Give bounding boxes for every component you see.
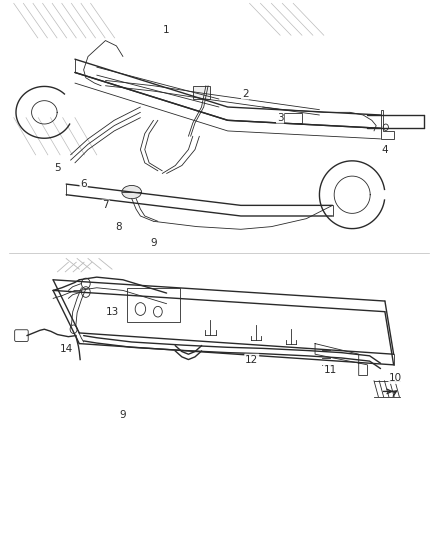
Text: 14: 14 — [60, 344, 73, 354]
FancyBboxPatch shape — [127, 288, 180, 322]
Text: 3: 3 — [277, 112, 283, 123]
Text: 13: 13 — [106, 306, 119, 317]
Text: 6: 6 — [80, 179, 87, 189]
Text: 4: 4 — [381, 144, 388, 155]
Text: 2: 2 — [242, 88, 248, 99]
Text: 9: 9 — [150, 238, 157, 247]
Text: 7: 7 — [102, 200, 109, 211]
Text: 5: 5 — [54, 163, 61, 173]
Text: 9: 9 — [120, 410, 126, 421]
Text: 8: 8 — [115, 222, 122, 232]
FancyBboxPatch shape — [14, 330, 28, 342]
Text: 12: 12 — [245, 354, 258, 365]
Text: 1: 1 — [163, 25, 170, 35]
Bar — [285, 114, 302, 123]
Text: 10: 10 — [389, 373, 403, 383]
Ellipse shape — [122, 185, 141, 199]
Text: 11: 11 — [324, 365, 337, 375]
Bar — [193, 86, 210, 99]
